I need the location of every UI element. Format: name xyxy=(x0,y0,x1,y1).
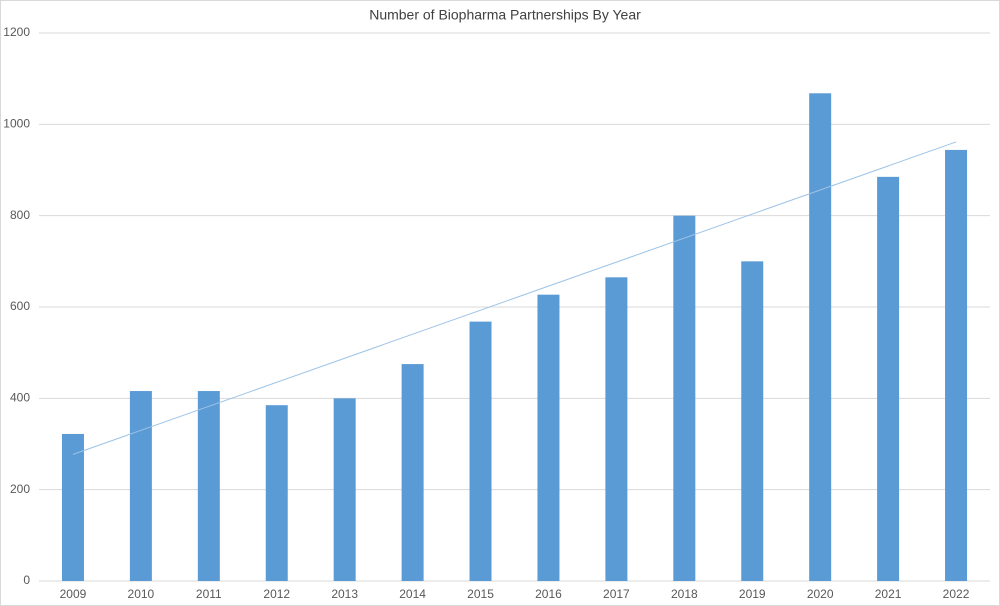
bar xyxy=(129,391,152,581)
bar xyxy=(265,405,288,581)
x-tick-label: 2012 xyxy=(263,587,290,601)
bar xyxy=(605,277,628,581)
bar xyxy=(537,294,560,581)
bar xyxy=(673,215,696,581)
x-tick-label: 2019 xyxy=(739,587,766,601)
bar xyxy=(197,391,220,581)
y-tick-label: 800 xyxy=(10,208,30,222)
bar xyxy=(809,93,832,581)
x-tick-label: 2015 xyxy=(467,587,494,601)
y-tick-label: 1000 xyxy=(3,117,30,131)
bar xyxy=(333,398,356,581)
x-tick-label: 2017 xyxy=(603,587,630,601)
bar xyxy=(469,321,492,581)
y-tick-label: 200 xyxy=(10,482,30,496)
chart-title: Number of Biopharma Partnerships By Year xyxy=(369,7,641,23)
x-tick-label: 2013 xyxy=(331,587,358,601)
bar xyxy=(741,261,764,581)
bar xyxy=(945,149,968,581)
y-tick-label: 400 xyxy=(10,391,30,405)
x-tick-label: 2010 xyxy=(128,587,155,601)
x-tick-label: 2009 xyxy=(60,587,87,601)
x-tick-label: 2021 xyxy=(875,587,902,601)
x-tick-label: 2014 xyxy=(399,587,426,601)
y-tick-label: 600 xyxy=(10,299,30,313)
x-tick-label: 2016 xyxy=(535,587,562,601)
trendline xyxy=(72,141,957,455)
y-tick-label: 1200 xyxy=(3,25,30,39)
x-tick-label: 2020 xyxy=(807,587,834,601)
bar xyxy=(401,364,424,581)
x-tick-label: 2018 xyxy=(671,587,698,601)
bar xyxy=(61,433,84,581)
x-tick-label: 2011 xyxy=(196,587,222,601)
y-tick-label: 0 xyxy=(23,573,30,587)
x-tick-label: 2022 xyxy=(943,587,970,601)
bar xyxy=(877,176,900,581)
